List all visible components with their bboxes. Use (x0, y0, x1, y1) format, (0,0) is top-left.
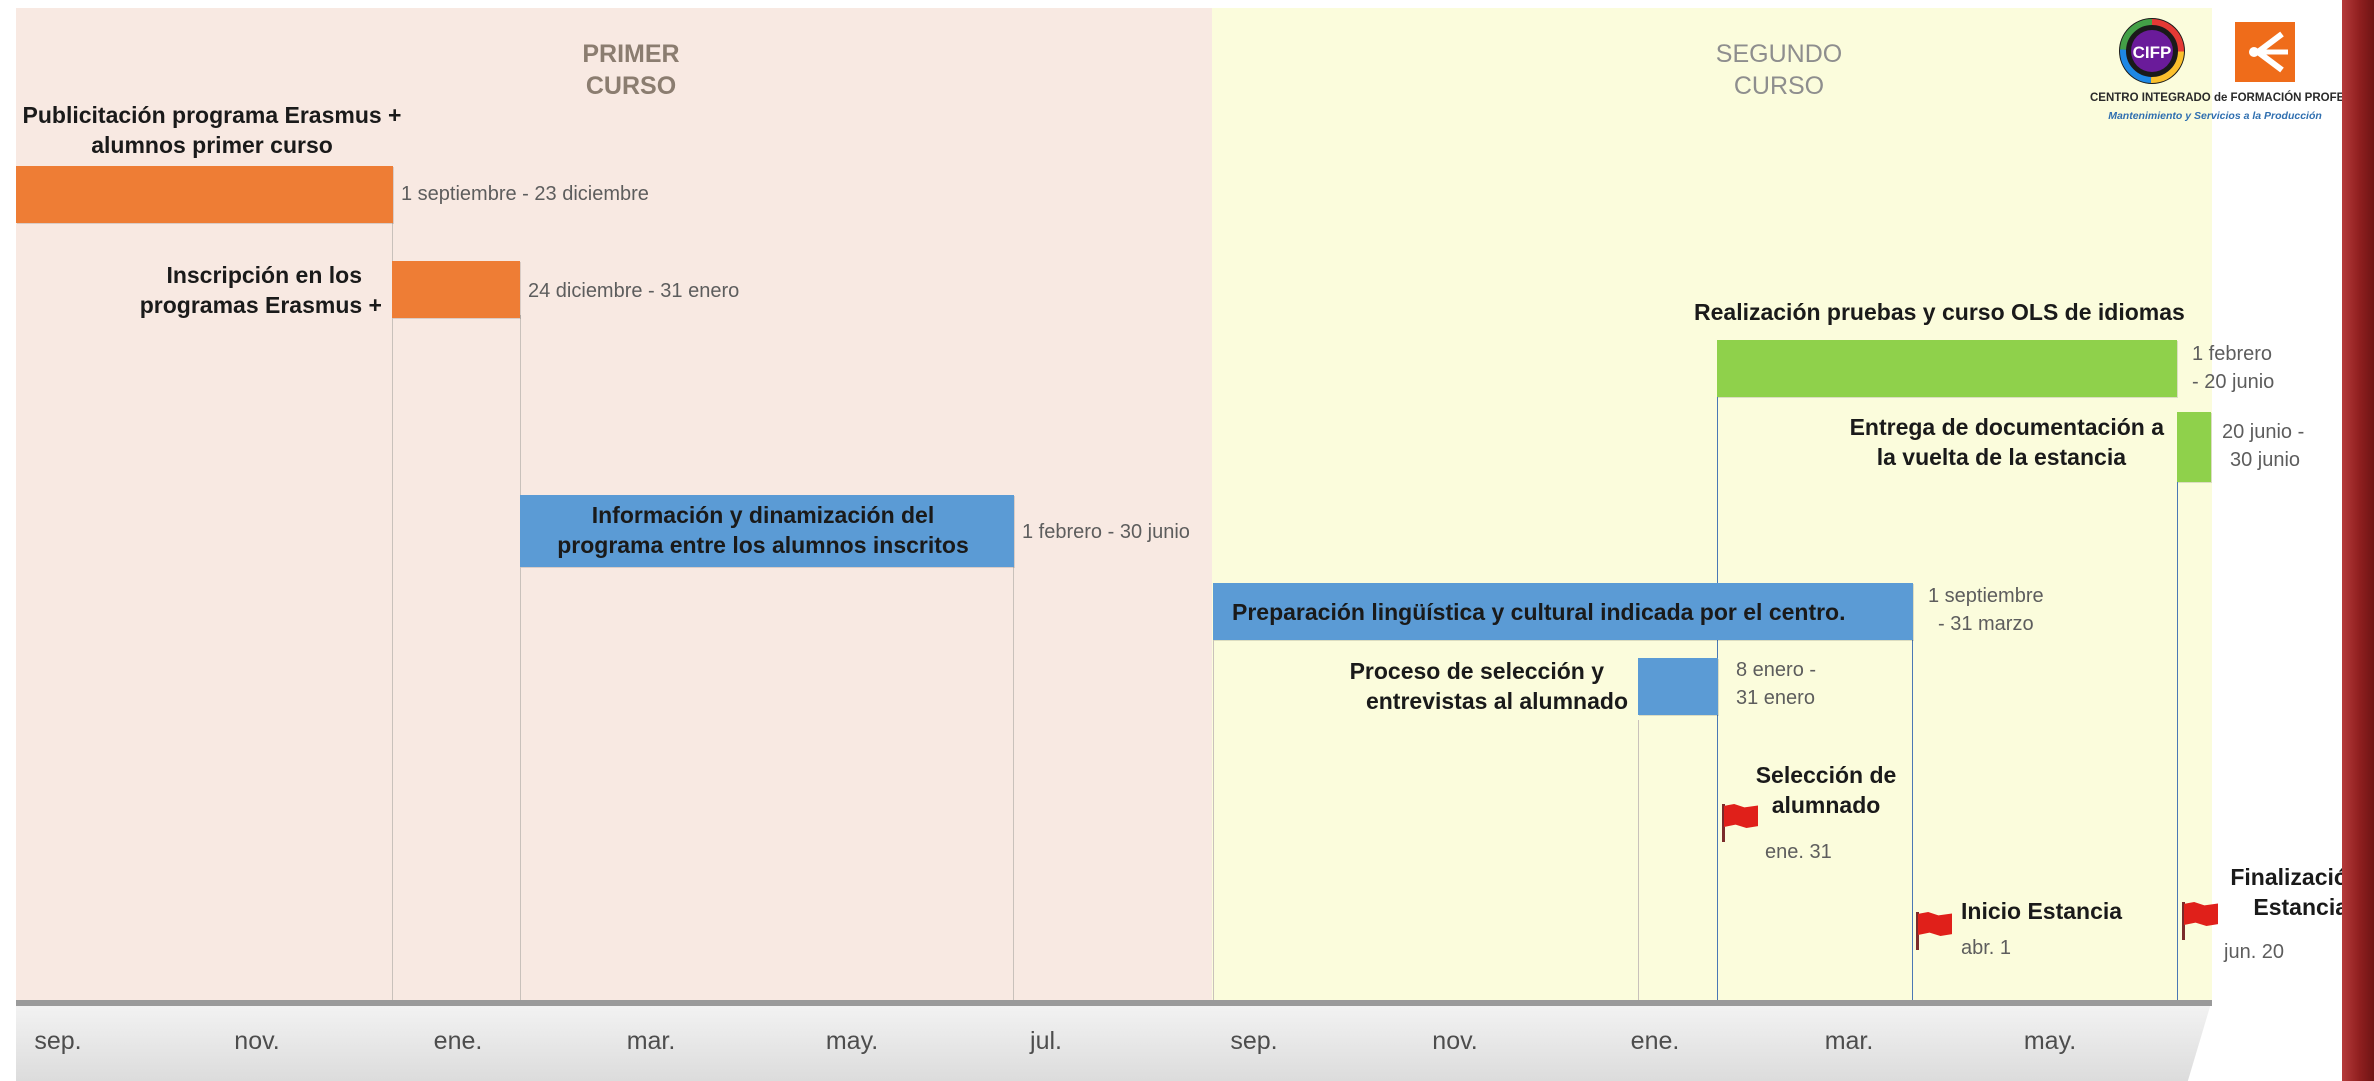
axis-tick: ene. (433, 1027, 483, 1055)
preparacion-dates: 1 septiembre - 31 marzo (1928, 582, 2044, 638)
guide-line (1912, 625, 1913, 1000)
ols-bar (1717, 340, 2177, 397)
seleccion-proceso-dates: 8 enero - 31 enero (1736, 656, 1816, 712)
axis-tick: sep. (1230, 1027, 1278, 1055)
axis-tick: sep. (34, 1027, 82, 1055)
preparacion-dates-line1: 1 septiembre (1928, 585, 2044, 607)
flag-cloth (1724, 804, 1758, 828)
ols-label: Realización pruebas y curso OLS de idiom… (1694, 299, 2185, 325)
second-year-title-line2: CURSO (1733, 72, 1825, 100)
publicidad-dates: 1 septiembre - 23 diciembre (401, 183, 649, 205)
publicidad-label: Publicitación programa Erasmus + alumnos… (23, 100, 402, 160)
publicidad-label-line2: alumnos primer curso (91, 132, 333, 158)
publicidad-bar (16, 166, 393, 223)
seleccion-proceso-label-line1: Proceso de selección y (1349, 658, 1604, 684)
second-year-title: SEGUNDO CURSO (1716, 38, 1842, 102)
decorative-edge (2342, 0, 2374, 1081)
ols-dates-line1: 1 febrero (2192, 343, 2273, 365)
flag-icon (1914, 908, 1954, 952)
axis-tick: ene. (1630, 1027, 1680, 1055)
ols-dates: 1 febrero - 20 junio (2192, 340, 2274, 396)
inicio-milestone-label: Inicio Estancia (1961, 898, 2123, 924)
seleccion-milestone-label-line2: alumnado (1771, 792, 1881, 818)
seleccion-milestone-date: ene. 31 (1765, 841, 1832, 863)
inscripcion-bar (392, 261, 520, 318)
time-axis-line (16, 1000, 2212, 1006)
flag-pole (2182, 902, 2185, 940)
entrega-label-line1: Entrega de documentación a (1849, 414, 2164, 440)
informacion-label-line2: programa entre los alumnos inscritos (557, 532, 969, 558)
final-milestone-label: Finalización Estancia (2222, 862, 2362, 922)
informacion-dates: 1 febrero - 30 junio (1022, 521, 1190, 543)
publicidad-label-line1: Publicitación programa Erasmus + (22, 102, 402, 128)
informacion-label: Información y dinamización del programa … (557, 500, 969, 560)
flag-pole (1722, 804, 1725, 842)
final-milestone-date: jun. 20 (2224, 941, 2285, 963)
axis-tick: mar. (626, 1027, 676, 1055)
inscripcion-label-line1: Inscripción en los (166, 262, 362, 288)
inicio-milestone-date: abr. 1 (1961, 937, 2012, 959)
entrega-label-line2: la vuelta de la estancia (1876, 444, 2126, 470)
entrega-dates-line2: 30 junio (2230, 449, 2301, 471)
entrega-dates-line1: 20 junio - (2222, 421, 2305, 443)
preparacion-label: Preparación lingüística y cultural indic… (1232, 599, 1846, 625)
ols-dates-line2: - 20 junio (2192, 371, 2275, 393)
entrega-bar (2177, 412, 2211, 482)
first-year-title-line2: CURSO (585, 72, 677, 100)
guide-line (1638, 720, 1639, 1000)
cifp-logo-icon: CIFP (2119, 18, 2295, 84)
seleccion-proceso-bar (1638, 658, 1718, 715)
seleccion-milestone-label: Selección de alumnado (1756, 760, 1897, 820)
logo-caption-line1: CENTRO INTEGRADO de FORMACIÓN PROFESIONA… (2090, 92, 2374, 104)
guide-line (520, 315, 521, 1000)
time-axis (16, 1000, 2212, 1081)
guide-line (392, 220, 393, 1000)
flag-icon (1720, 800, 1760, 844)
first-year-title-line1: PRIMER (582, 40, 680, 68)
axis-tick: nov. (1432, 1027, 1478, 1055)
final-milestone-label-line2: Estancia (2253, 894, 2348, 920)
second-year-background (1212, 8, 2212, 1000)
inscripcion-label: Inscripción en los programas Erasmus + (110, 260, 382, 320)
flag-cloth (1918, 912, 1952, 936)
entrega-dates: 20 junio - 30 junio (2222, 418, 2304, 474)
guide-line (2177, 480, 2178, 1000)
flag-pole (1916, 912, 1919, 950)
informacion-bar (520, 495, 1014, 567)
flag-cloth (2184, 902, 2218, 926)
flag-icon (2180, 898, 2220, 942)
seleccion-proceso-dates-line2: 31 enero (1736, 687, 1815, 709)
seleccion-proceso-label-line2: entrevistas al alumnado (1365, 688, 1628, 714)
seleccion-milestone-label-line1: Selección de (1755, 762, 1897, 788)
axis-tick: may. (2023, 1027, 2077, 1055)
guide-line (1013, 565, 1014, 1000)
axis-tick: jul. (1030, 1027, 1062, 1055)
axis-tick: mar. (1824, 1027, 1874, 1055)
informacion-label-line1: Información y dinamización del (591, 502, 935, 528)
seleccion-proceso-dates-line1: 8 enero - (1736, 659, 1817, 681)
preparacion-bar (1213, 583, 1913, 640)
cifp-logo: CIFP CENTRO INTEGRADO de FORMACIÓN PROFE… (2090, 12, 2374, 140)
inscripcion-label-line2: programas Erasmus + (139, 292, 382, 318)
axis-tick: nov. (234, 1027, 280, 1055)
inscripcion-dates: 24 diciembre - 31 enero (528, 280, 740, 302)
logo-caption-line2: Mantenimiento y Servicios a la Producció… (2108, 110, 2322, 122)
first-year-title: PRIMER CURSO (582, 38, 679, 102)
entrega-label: Entrega de documentación a la vuelta de … (1780, 412, 2164, 472)
seleccion-proceso-label: Proceso de selección y entrevistas al al… (1280, 656, 1628, 716)
final-milestone-label-line1: Finalización (2230, 864, 2362, 890)
logo-acronym: CIFP (2133, 43, 2172, 62)
guide-line (1213, 640, 1214, 1000)
second-year-title-line1: SEGUNDO (1715, 40, 1843, 68)
axis-tick: may. (825, 1027, 879, 1055)
preparacion-dates-line2: - 31 marzo (1938, 613, 2034, 635)
